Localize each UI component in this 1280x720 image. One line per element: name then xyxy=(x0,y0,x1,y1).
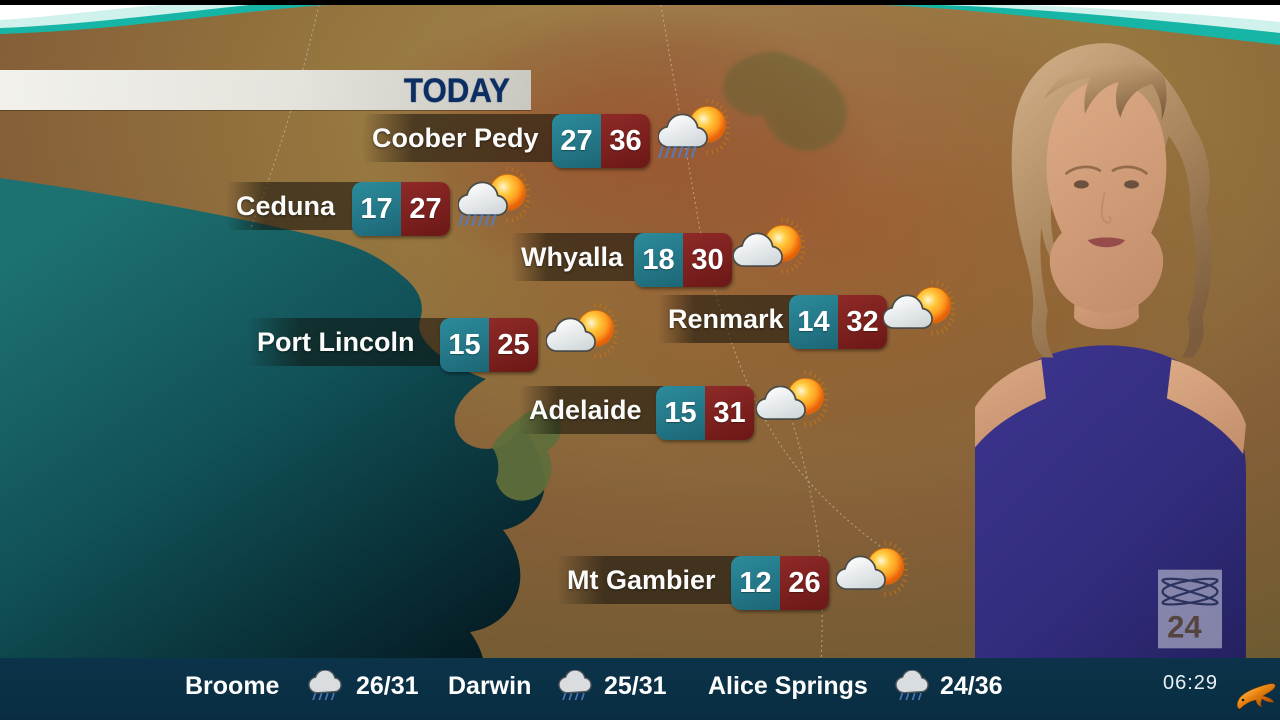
svg-text:24: 24 xyxy=(1167,609,1202,644)
